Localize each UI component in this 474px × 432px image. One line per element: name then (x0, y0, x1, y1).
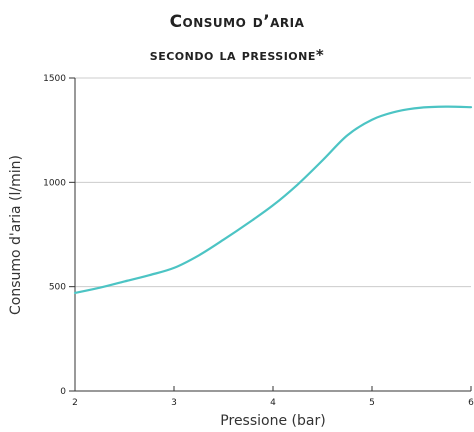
tick-labels: 0 500 1000 1500 2 3 4 5 6 (43, 74, 474, 408)
grid-lines (75, 77, 471, 288)
y-tick-label-1000: 1000 (43, 178, 66, 188)
chart-title-line1: Consumo d’aria (169, 12, 305, 32)
x-tick-label-6: 6 (468, 398, 474, 408)
x-tick-label-3: 3 (171, 398, 177, 408)
y-tick-label-500: 500 (49, 283, 66, 293)
y-tick-label-1500: 1500 (43, 74, 66, 84)
x-tick-label-4: 4 (270, 398, 276, 408)
series-line-0 (73, 105, 473, 294)
x-tick-label-2: 2 (72, 398, 78, 408)
y-tick-label-0: 0 (60, 387, 66, 397)
y-axis-label: Consumo d'aria (l/min) (8, 155, 24, 315)
chart-title-line2: secondo la pressione* (149, 46, 325, 64)
x-tick-label-5: 5 (369, 398, 375, 408)
series-group (73, 105, 473, 294)
x-axis-label: Pressione (bar) (220, 413, 325, 429)
axes (69, 77, 472, 392)
